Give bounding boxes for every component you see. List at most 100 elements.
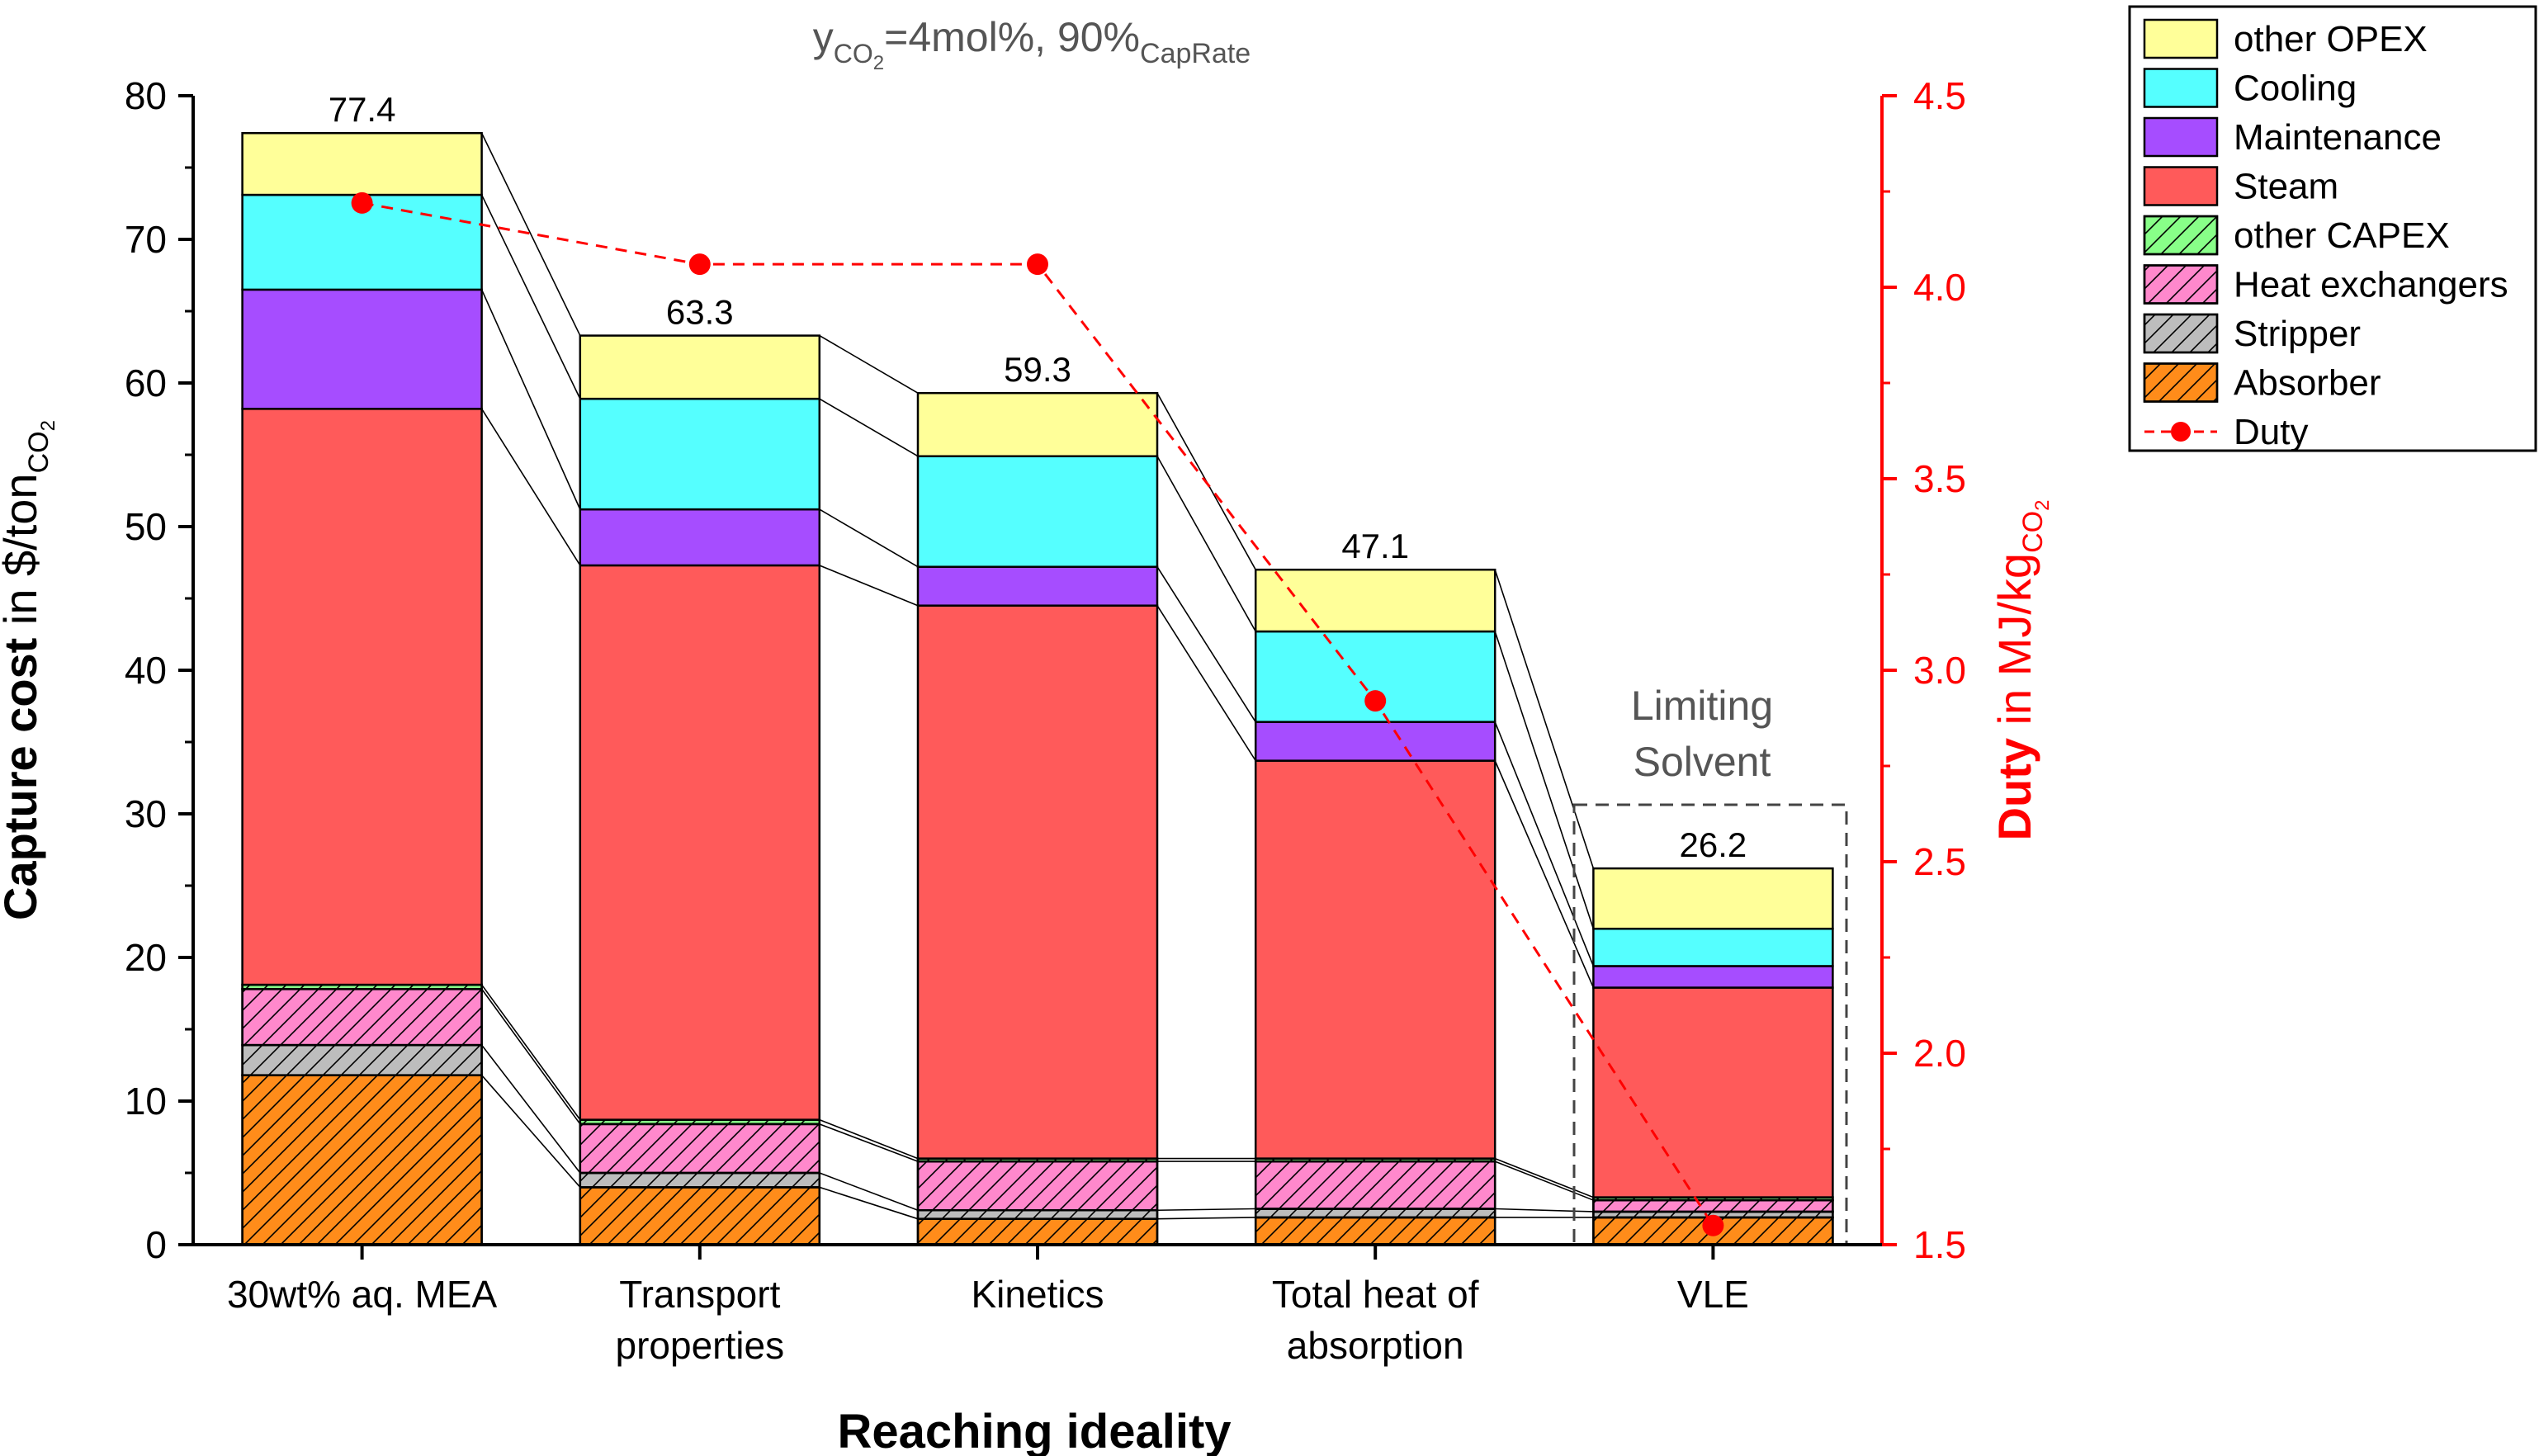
right-tick-label-2.0: 2.0: [1913, 1032, 1966, 1075]
connector-3-2: [1156, 1208, 1256, 1212]
bar-steam-3: [916, 604, 1159, 1160]
bar-maintenance-2: [579, 508, 821, 567]
right-tick-label-1.5: 1.5: [1913, 1223, 1966, 1266]
legend-swatch-hatch-stripper: [2143, 313, 2219, 354]
bar-other-opex-4: [1254, 568, 1496, 633]
bar-other-opex-3: [916, 391, 1159, 457]
right-tick-label-4.0: 4.0: [1913, 266, 1966, 309]
connectors-layer: [480, 132, 1595, 1220]
left-tick-label-50: 50: [125, 505, 167, 548]
legend-swatch-other-opex: [2143, 18, 2219, 59]
bar-hatch-absorber-2: [579, 1186, 821, 1246]
bar-hatch-heat-exchangers-2: [579, 1123, 821, 1175]
bar-hatch-heat-exchangers-1: [241, 988, 483, 1047]
left-tick-label-80: 80: [125, 74, 167, 117]
total-label-3: 59.3: [1004, 350, 1071, 389]
bar-hatch-stripper-2: [579, 1171, 821, 1189]
connector-3-7: [1156, 456, 1256, 632]
bar-hatch-absorber-3: [916, 1217, 1159, 1246]
bar-other-opex-1: [241, 131, 483, 196]
connector-2-8: [819, 334, 919, 394]
category-label-4-line2: absorption: [1287, 1324, 1464, 1367]
legend: other OPEX Cooling Maintenance Steam other C…: [2143, 18, 2508, 452]
connector-4-2: [1495, 1208, 1594, 1213]
connector-4-4: [1494, 1157, 1594, 1198]
legend-label-other-capex: other CAPEX: [2234, 215, 2450, 256]
connector-1-5: [480, 408, 581, 566]
connector-4-3: [1494, 1161, 1594, 1201]
x-axis-title: Reaching ideality: [837, 1405, 1231, 1456]
ticks-layer: 0 10 20 30 40 50 60 70 80 1.5 2.0 2.5 3.0 3.5 4.0 4.5 30…: [125, 74, 1966, 1367]
legend-swatch-steam: [2143, 166, 2219, 206]
connector-1-6: [480, 289, 581, 510]
legend-swatch-maintenance: [2143, 116, 2219, 158]
connector-1-1: [480, 1075, 581, 1188]
left-tick-label-20: 20: [125, 936, 167, 979]
legend-swatch-hatch-absorber: [2143, 362, 2219, 403]
left-tick-label-0: 0: [145, 1223, 167, 1266]
legend-swatch-hatch-heat-exchangers: [2143, 264, 2219, 305]
right-tick-label-3.5: 3.5: [1913, 457, 1966, 500]
total-label-5: 26.2: [1680, 825, 1747, 864]
legend-swatch-cooling: [2143, 68, 2219, 108]
connector-3-5: [1156, 605, 1256, 762]
category-label-1: 30wt% aq. MEA: [227, 1273, 498, 1316]
bar-hatch-heat-exchangers-3: [916, 1160, 1159, 1212]
connector-1-2: [480, 1044, 581, 1174]
bar-steam-5: [1592, 986, 1834, 1198]
legend-label-other-opex: other OPEX: [2234, 19, 2428, 59]
connector-2-7: [819, 398, 919, 457]
left-tick-label-70: 70: [125, 218, 167, 261]
total-label-2: 63.3: [666, 293, 734, 332]
connector-4-7: [1494, 631, 1595, 929]
connector-1-3: [480, 988, 581, 1125]
bar-other-opex-2: [579, 334, 821, 400]
right-tick-label-3.0: 3.0: [1913, 649, 1966, 692]
duty-point-5: [1702, 1214, 1724, 1236]
connector-4-8: [1494, 569, 1595, 869]
bar-steam-1: [241, 408, 483, 986]
connector-1-8: [480, 132, 581, 336]
duty-point-1: [351, 191, 373, 214]
legend-label-duty: Duty: [2234, 412, 2308, 452]
legend-label-steam: Steam: [2234, 167, 2338, 207]
duty-line-layer: [351, 191, 1724, 1236]
limiting-solvent-label-line1: Limiting: [1631, 683, 1773, 729]
bar-hatch-absorber-4: [1254, 1216, 1496, 1246]
bar-maintenance-5: [1592, 965, 1834, 989]
total-label-4: 47.1: [1341, 527, 1409, 565]
category-label-2-line1: Transport: [619, 1273, 780, 1316]
legend-label-absorber: Absorber: [2234, 363, 2381, 404]
connector-2-6: [819, 508, 919, 568]
left-tick-label-60: 60: [125, 362, 167, 404]
bar-hatch-stripper-1: [241, 1043, 483, 1076]
bars-layer: 77.4 63.3 59.3 47.1 26.2: [241, 90, 1834, 1246]
y-axis-title-left: Capture cost in $/tonCO2: [0, 420, 59, 920]
connector-2-5: [819, 565, 919, 607]
limiting-solvent-label-line2: Solvent: [1634, 739, 1771, 785]
bar-hatch-stripper-3: [916, 1208, 1159, 1220]
category-label-5: VLE: [1677, 1273, 1749, 1316]
bar-other-opex-5: [1592, 867, 1834, 930]
connector-4-5: [1494, 760, 1595, 988]
connector-4-6: [1494, 721, 1595, 967]
bar-cooling-5: [1592, 927, 1834, 967]
connector-3-1: [1156, 1217, 1256, 1220]
connector-3-6: [1156, 566, 1256, 723]
connector-2-2: [819, 1172, 919, 1211]
right-tick-label-4.5: 4.5: [1913, 74, 1966, 117]
connector-2-3: [819, 1123, 919, 1162]
right-tick-label-2.5: 2.5: [1913, 840, 1966, 883]
bar-maintenance-1: [241, 288, 483, 410]
bar-hatch-stripper-4: [1254, 1208, 1496, 1219]
bar-hatch-heat-exchangers-5: [1592, 1198, 1834, 1213]
bar-steam-4: [1254, 759, 1496, 1160]
category-label-4-line1: Total heat of: [1272, 1273, 1479, 1316]
duty-point-4: [1364, 690, 1387, 712]
duty-point-3: [1027, 253, 1048, 276]
total-label-1: 77.4: [329, 90, 396, 129]
left-tick-label-40: 40: [125, 649, 167, 692]
bar-hatch-absorber-1: [241, 1074, 483, 1246]
legend-label-heat-exchangers: Heat exchangers: [2234, 265, 2508, 305]
